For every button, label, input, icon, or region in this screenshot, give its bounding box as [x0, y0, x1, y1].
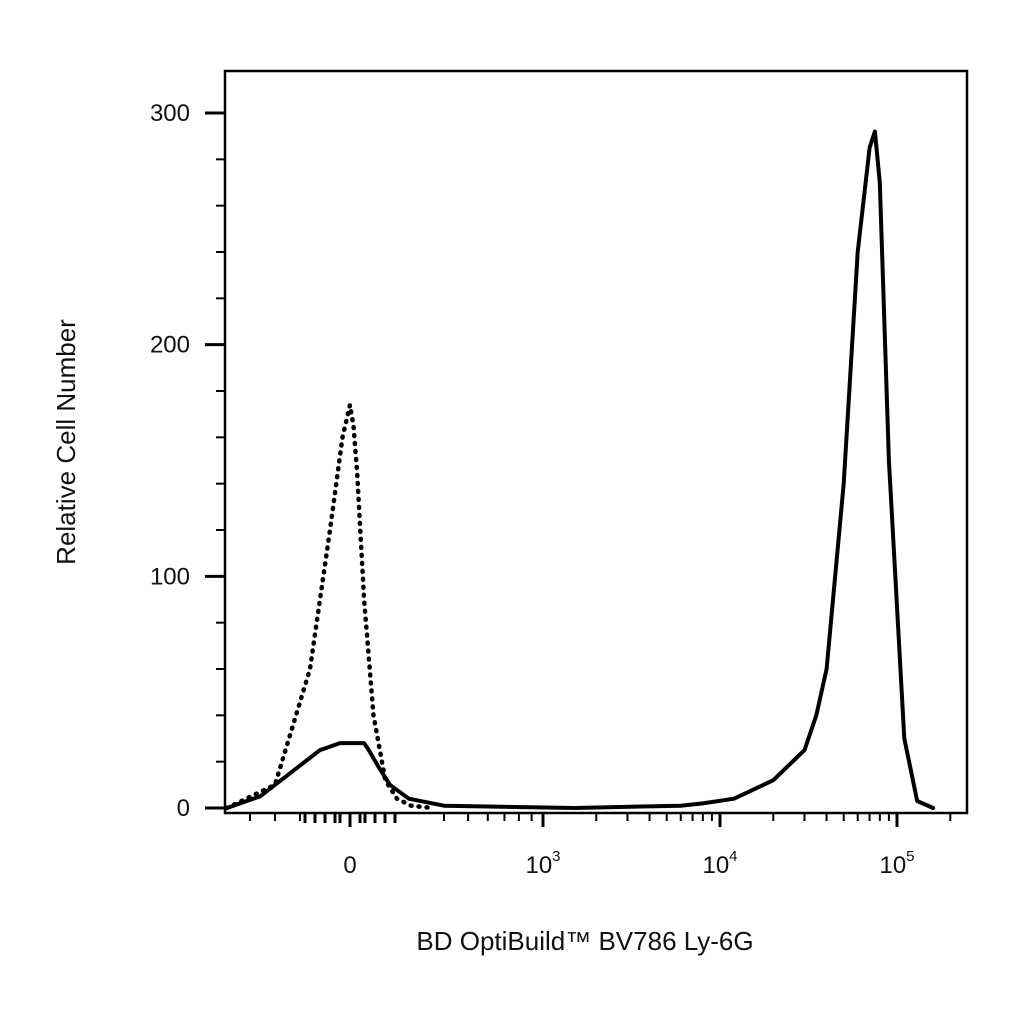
x-tick-exponent: 3 — [552, 848, 560, 865]
x-tick-exponent: 4 — [729, 848, 737, 865]
y-tick-label: 100 — [150, 563, 190, 590]
y-tick-label: 0 — [177, 795, 190, 822]
x-tick-label: 105 — [879, 848, 914, 879]
stained-histogram-line — [225, 129, 936, 810]
x-tick-label: 0 — [343, 852, 356, 879]
x-tick-base: 10 — [525, 852, 552, 879]
x-axis-title: BD OptiBuild™ BV786 Ly-6G — [416, 926, 753, 956]
x-tick-exponent: 5 — [906, 848, 914, 865]
x-tick-label: 103 — [525, 848, 560, 879]
x-tick-base: 0 — [343, 852, 356, 879]
x-axis: 0 103 104 105 — [249, 813, 952, 879]
x-tick-label: 104 — [702, 848, 737, 879]
y-tick-label: 200 — [150, 332, 190, 359]
x-tick-base: 10 — [702, 852, 729, 879]
y-tick-label: 300 — [150, 100, 190, 127]
y-axis: 0 100 200 300 — [150, 100, 225, 822]
series-layer — [224, 129, 936, 811]
x-tick-base: 10 — [879, 852, 906, 879]
y-axis-title: Relative Cell Number — [51, 319, 81, 565]
plot-frame — [223, 69, 969, 815]
control-histogram-line — [224, 402, 435, 811]
